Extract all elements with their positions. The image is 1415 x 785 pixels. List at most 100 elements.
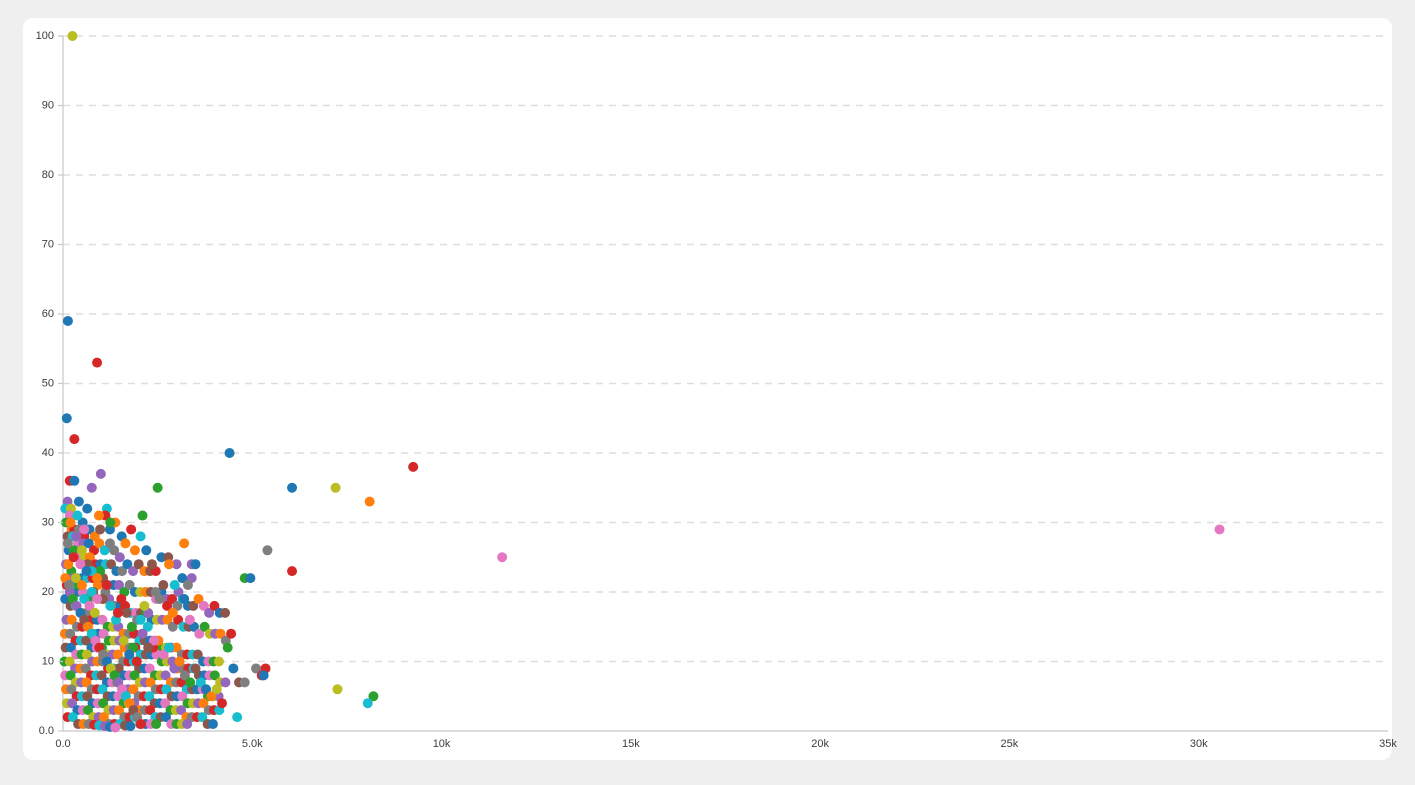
scatter-point[interactable] — [131, 656, 142, 667]
scatter-point[interactable] — [129, 670, 140, 681]
scatter-point[interactable] — [158, 649, 169, 660]
scatter-point[interactable] — [142, 621, 153, 632]
scatter-point[interactable] — [158, 580, 169, 591]
scatter-point[interactable] — [198, 698, 209, 709]
scatter-point[interactable] — [287, 482, 298, 493]
scatter-point[interactable] — [195, 677, 206, 688]
scatter-point[interactable] — [82, 503, 93, 514]
scatter-point[interactable] — [141, 545, 152, 556]
scatter-point[interactable] — [99, 545, 110, 556]
scatter-point[interactable] — [79, 524, 90, 535]
scatter-point[interactable] — [83, 538, 94, 549]
scatter-point[interactable] — [118, 635, 129, 646]
scatter-point[interactable] — [213, 656, 224, 667]
scatter-point[interactable] — [64, 580, 75, 591]
scatter-point[interactable] — [201, 684, 212, 695]
scatter-point[interactable] — [232, 712, 243, 723]
scatter-point[interactable] — [162, 600, 173, 611]
scatter-point[interactable] — [144, 691, 155, 702]
scatter-point[interactable] — [81, 566, 92, 577]
scatter-point[interactable] — [63, 559, 74, 570]
scatter-point[interactable] — [162, 614, 173, 625]
scatter-point[interactable] — [330, 482, 341, 493]
scatter-point[interactable] — [64, 656, 75, 667]
scatter-point[interactable] — [72, 510, 83, 521]
scatter-point[interactable] — [167, 593, 178, 604]
scatter-point[interactable] — [81, 649, 92, 660]
scatter-point[interactable] — [86, 482, 97, 493]
scatter-point[interactable] — [76, 545, 87, 556]
scatter-point[interactable] — [79, 593, 90, 604]
scatter-point[interactable] — [82, 691, 93, 702]
scatter-point[interactable] — [161, 684, 172, 695]
scatter-point[interactable] — [224, 448, 235, 458]
scatter-point[interactable] — [135, 614, 146, 625]
scatter-point[interactable] — [98, 712, 109, 723]
scatter-point[interactable] — [193, 593, 204, 604]
scatter-point[interactable] — [95, 524, 106, 535]
scatter-point[interactable] — [497, 552, 508, 563]
scatter-point[interactable] — [222, 642, 233, 653]
scatter-point[interactable] — [176, 705, 187, 716]
scatter-point[interactable] — [169, 663, 180, 674]
scatter-point[interactable] — [69, 434, 80, 445]
scatter-point[interactable] — [368, 691, 379, 702]
scatter-point[interactable] — [112, 649, 123, 660]
scatter-point[interactable] — [408, 461, 419, 472]
scatter-point[interactable] — [184, 614, 195, 625]
scatter-point[interactable] — [209, 670, 220, 681]
scatter-point[interactable] — [126, 621, 137, 632]
scatter-point[interactable] — [98, 628, 109, 639]
scatter-point[interactable] — [81, 677, 92, 688]
scatter-point[interactable] — [112, 607, 123, 618]
scatter-point[interactable] — [65, 670, 76, 681]
scatter-point[interactable] — [114, 705, 125, 716]
scatter-point[interactable] — [143, 642, 154, 653]
scatter-point[interactable] — [105, 517, 116, 528]
scatter-point[interactable] — [128, 566, 139, 577]
scatter-point[interactable] — [122, 559, 133, 570]
scatter-point[interactable] — [177, 573, 188, 584]
scatter-point[interactable] — [150, 587, 161, 597]
scatter-point[interactable] — [179, 593, 190, 604]
scatter-point[interactable] — [86, 587, 97, 597]
scatter-point[interactable] — [245, 573, 256, 584]
scatter-point[interactable] — [145, 677, 156, 688]
scatter-point[interactable] — [114, 552, 125, 563]
scatter-point[interactable] — [137, 628, 148, 639]
scatter-point[interactable] — [171, 642, 182, 653]
scatter-point[interactable] — [65, 628, 76, 639]
scatter-point[interactable] — [89, 607, 100, 618]
scatter-point[interactable] — [135, 719, 146, 730]
scatter-point[interactable] — [185, 677, 196, 688]
scatter-point[interactable] — [198, 600, 209, 611]
scatter-point[interactable] — [110, 722, 121, 733]
scatter-point[interactable] — [82, 705, 93, 716]
scatter-point[interactable] — [96, 670, 107, 681]
scatter-point[interactable] — [109, 545, 120, 556]
scatter-point[interactable] — [98, 698, 109, 709]
scatter-point[interactable] — [84, 600, 95, 611]
scatter-point[interactable] — [164, 559, 174, 570]
scatter-point[interactable] — [177, 691, 188, 702]
scatter-point[interactable] — [94, 538, 105, 549]
scatter-point[interactable] — [226, 628, 237, 639]
scatter-point[interactable] — [65, 517, 76, 528]
scatter-point[interactable] — [92, 593, 103, 604]
scatter-point[interactable] — [95, 468, 106, 479]
scatter-point[interactable] — [160, 670, 171, 681]
scatter-point[interactable] — [135, 531, 146, 542]
scatter-point[interactable] — [188, 600, 199, 611]
scatter-point[interactable] — [71, 531, 82, 542]
scatter-point[interactable] — [262, 545, 273, 556]
scatter-point[interactable] — [362, 698, 373, 709]
scatter-point[interactable] — [190, 559, 201, 570]
scatter-point[interactable] — [137, 510, 148, 521]
scatter-point[interactable] — [69, 475, 80, 486]
scatter-point[interactable] — [206, 691, 217, 702]
scatter-point[interactable] — [160, 698, 171, 709]
scatter-point[interactable] — [125, 721, 136, 732]
scatter-point[interactable] — [70, 573, 81, 584]
scatter-point[interactable] — [67, 712, 78, 723]
scatter-point[interactable] — [194, 628, 205, 639]
